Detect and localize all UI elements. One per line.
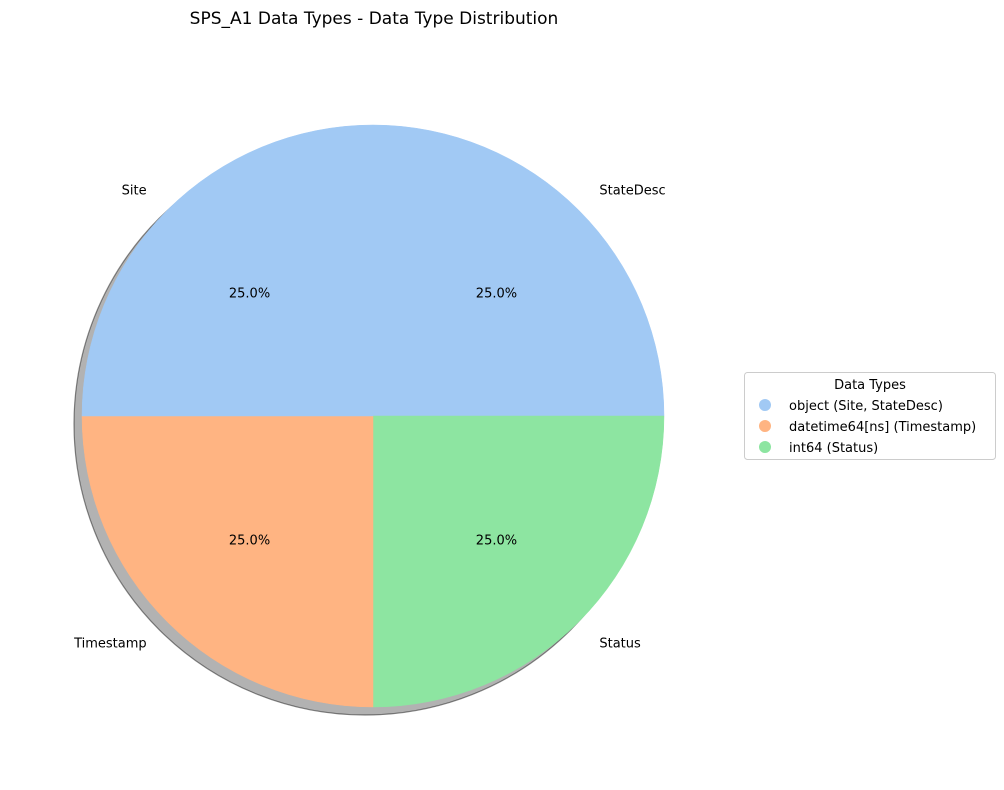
legend-marker (759, 441, 771, 453)
slice-percent-label: 25.0% (229, 533, 270, 548)
slice-label: Status (599, 636, 641, 651)
pie-slice-site (81, 124, 374, 417)
slice-label: Site (122, 184, 147, 199)
slice-percent-label: 25.0% (229, 287, 270, 302)
legend-title: Data Types (834, 378, 906, 393)
pie-slice-statedesc (372, 124, 665, 417)
pie-slice-status (372, 415, 665, 708)
chart-title: SPS_A1 Data Types - Data Type Distributi… (190, 9, 559, 29)
pie-slice-timestamp (81, 415, 374, 708)
legend-entry-label: int64 (Status) (789, 441, 878, 456)
legend-entries: object (Site, StateDesc) datetime64[ns] (… (759, 399, 976, 456)
slice-label: StateDesc (599, 184, 665, 199)
pie-labels: StateDesc 25.0% Status 25.0% Timestamp 25.0% S… (73, 184, 666, 652)
legend-entry-label: object (Site, StateDesc) (789, 399, 943, 414)
legend: Data Types object (Site, StateDesc) datet… (744, 372, 996, 460)
legend-marker (759, 399, 771, 411)
pie-slices (81, 124, 665, 708)
slice-percent-label: 25.0% (476, 287, 517, 302)
legend-marker (759, 420, 771, 432)
slice-label: Timestamp (73, 636, 147, 651)
legend-frame (744, 372, 996, 460)
slice-percent-label: 25.0% (476, 533, 517, 548)
legend-entry-label: datetime64[ns] (Timestamp) (789, 420, 976, 435)
